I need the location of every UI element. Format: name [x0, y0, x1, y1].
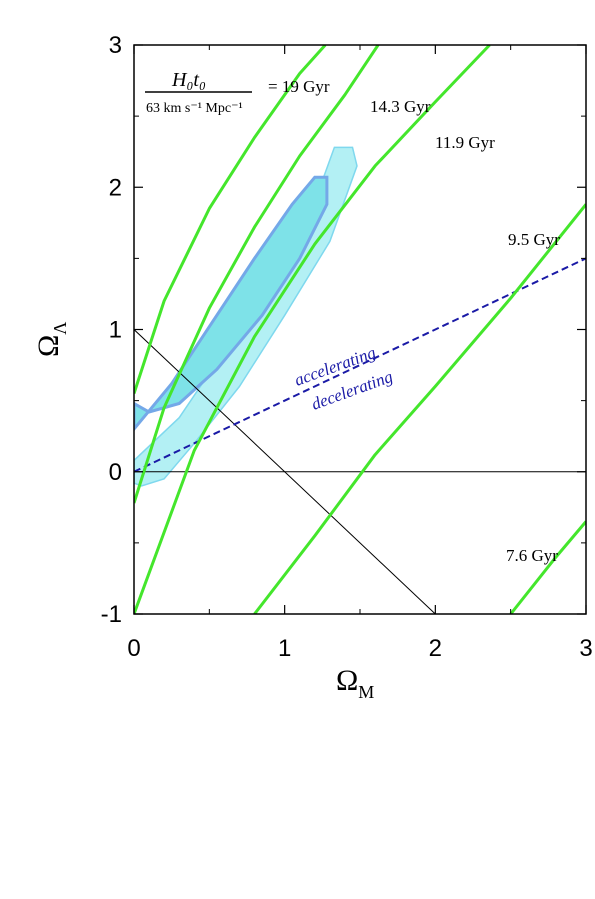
y-tick-label: 1: [109, 317, 122, 344]
contour-label-7-6: 7.6 Gyr: [506, 546, 558, 565]
contour-label-19: = 19 Gyr: [268, 77, 330, 96]
y-tick-label: -1: [101, 601, 122, 628]
contour-label-9-5: 9.5 Gyr: [508, 230, 560, 249]
acceleration-boundary-line: [134, 257, 586, 473]
y-tick-label: 2: [109, 174, 122, 201]
y-tick-label: 3: [109, 32, 122, 59]
legend-denominator: 63 km s⁻¹ Mpc⁻¹: [146, 101, 243, 116]
age-contour-4: [509, 520, 586, 614]
y-axis-title: ΩΛ: [32, 322, 70, 357]
confidence-region-inner: [134, 175, 329, 432]
y-axis-title-sub: Λ: [50, 322, 70, 335]
flat-universe-line: [134, 329, 436, 614]
plot-border: [133, 44, 587, 615]
x-tick-label: 3: [579, 635, 592, 662]
y-tick-label: 0: [109, 459, 122, 486]
x-tick-label: 1: [278, 635, 291, 662]
reference-lines: [134, 257, 586, 614]
age-contour-3: [253, 203, 586, 614]
age-contours: [134, 45, 586, 614]
x-axis-title: ΩM: [336, 664, 374, 702]
x-axis-title-sub: M: [358, 682, 374, 702]
age-contour-0: [134, 45, 327, 394]
contour-label-14-3: 14.3 Gyr: [370, 97, 431, 116]
age-contour-2: [134, 45, 491, 614]
legend-numerator: H₀t₀: [171, 69, 206, 91]
contour-label-11-9: 11.9 Gyr: [435, 133, 495, 152]
x-tick-label: 2: [429, 635, 442, 662]
plot-frame: [133, 44, 587, 615]
x-tick-label: 0: [127, 635, 140, 662]
confidence-regions: [134, 146, 358, 487]
age-contour-1: [134, 45, 380, 504]
